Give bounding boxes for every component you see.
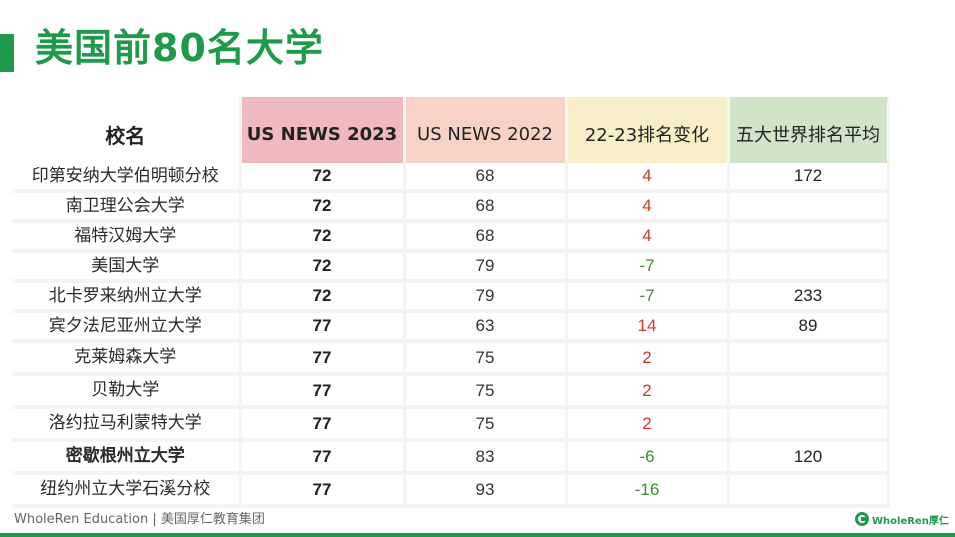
school-name-cell: 美国大学 bbox=[12, 251, 242, 283]
table-row: 密歇根州立大学 77 83 -6 120 bbox=[12, 440, 890, 475]
table-row: 宾夕法尼亚州立大学 77 63 14 89 bbox=[12, 311, 890, 343]
rank-change-cell: -7 bbox=[566, 281, 730, 313]
table-row: 福特汉姆大学 72 68 4 bbox=[12, 221, 890, 253]
world-avg-cell bbox=[728, 374, 890, 409]
table-row: 纽约州立大学石溪分校 77 93 -16 bbox=[12, 473, 890, 508]
school-name-cell: 贝勒大学 bbox=[12, 374, 242, 409]
rank-2023-cell: 72 bbox=[240, 251, 406, 283]
world-avg-cell bbox=[728, 407, 890, 442]
rank-2022-cell: 79 bbox=[404, 251, 568, 283]
table-row: 美国大学 72 79 -7 bbox=[12, 251, 890, 283]
school-name-cell: 北卡罗来纳州立大学 bbox=[12, 281, 242, 313]
logo-text: WholeRen厚仁 bbox=[872, 515, 949, 527]
school-name-cell: 纽约州立大学石溪分校 bbox=[12, 473, 242, 508]
world-avg-cell: 172 bbox=[728, 163, 890, 193]
rank-change-cell: 4 bbox=[566, 191, 730, 223]
header-us-news-2023: US NEWS 2023 bbox=[240, 97, 406, 163]
world-avg-cell bbox=[728, 221, 890, 253]
rank-change-cell: 14 bbox=[566, 311, 730, 343]
rank-change-cell: 2 bbox=[566, 407, 730, 442]
school-name-cell: 密歇根州立大学 bbox=[12, 440, 242, 475]
rank-2022-cell: 75 bbox=[404, 341, 568, 376]
rank-2022-cell: 63 bbox=[404, 311, 568, 343]
world-avg-cell bbox=[728, 341, 890, 376]
world-avg-cell: 120 bbox=[728, 440, 890, 475]
table-row: 贝勒大学 77 75 2 bbox=[12, 374, 890, 409]
world-avg-cell bbox=[728, 251, 890, 283]
rank-change-cell: 4 bbox=[566, 163, 730, 193]
school-name-cell: 南卫理公会大学 bbox=[12, 191, 242, 223]
school-name-cell: 克莱姆森大学 bbox=[12, 341, 242, 376]
rank-change-cell: -7 bbox=[566, 251, 730, 283]
rank-2023-cell: 72 bbox=[240, 221, 406, 253]
page-title: 美国前80名大学 bbox=[35, 26, 324, 70]
rank-2022-cell: 79 bbox=[404, 281, 568, 313]
header-rank-change: 22-23排名变化 bbox=[566, 97, 730, 163]
header-us-news-2022: US NEWS 2022 bbox=[404, 97, 568, 163]
rank-change-cell: -6 bbox=[566, 440, 730, 475]
rank-2022-cell: 75 bbox=[404, 374, 568, 409]
rank-2022-cell: 68 bbox=[404, 163, 568, 193]
table-row: 北卡罗来纳州立大学 72 79 -7 233 bbox=[12, 281, 890, 313]
ranking-table-container: 校名 US NEWS 2023 US NEWS 2022 22-23排名变化 五… bbox=[12, 97, 890, 508]
school-name-cell: 印第安纳大学伯明顿分校 bbox=[12, 163, 242, 193]
school-name-cell: 洛约拉马利蒙特大学 bbox=[12, 407, 242, 442]
rank-2022-cell: 68 bbox=[404, 191, 568, 223]
rank-2023-cell: 77 bbox=[240, 311, 406, 343]
rank-2023-cell: 77 bbox=[240, 341, 406, 376]
rank-2023-cell: 72 bbox=[240, 191, 406, 223]
logo-icon bbox=[855, 512, 869, 526]
rank-2023-cell: 72 bbox=[240, 281, 406, 313]
title-accent-bar bbox=[0, 34, 14, 72]
rank-2022-cell: 68 bbox=[404, 221, 568, 253]
school-name-cell: 福特汉姆大学 bbox=[12, 221, 242, 253]
rank-2023-cell: 77 bbox=[240, 473, 406, 508]
table-header-row: 校名 US NEWS 2023 US NEWS 2022 22-23排名变化 五… bbox=[12, 97, 890, 163]
rank-2023-cell: 77 bbox=[240, 374, 406, 409]
world-avg-cell bbox=[728, 191, 890, 223]
rank-change-cell: -16 bbox=[566, 473, 730, 508]
rank-2023-cell: 72 bbox=[240, 163, 406, 193]
world-avg-cell bbox=[728, 473, 890, 508]
ranking-table: 校名 US NEWS 2023 US NEWS 2022 22-23排名变化 五… bbox=[12, 97, 890, 508]
rank-change-cell: 2 bbox=[566, 374, 730, 409]
footer-text: WholeRen Education | 美国厚仁教育集团 bbox=[14, 512, 265, 527]
brand-logo: WholeRen厚仁 bbox=[855, 509, 949, 529]
rank-2023-cell: 77 bbox=[240, 407, 406, 442]
rank-2023-cell: 77 bbox=[240, 440, 406, 475]
world-avg-cell: 89 bbox=[728, 311, 890, 343]
footer-accent-line bbox=[0, 533, 955, 537]
header-world-rank-average: 五大世界排名平均 bbox=[728, 97, 890, 163]
table-row: 印第安纳大学伯明顿分校 72 68 4 172 bbox=[12, 163, 890, 193]
rank-2022-cell: 75 bbox=[404, 407, 568, 442]
table-row: 克莱姆森大学 77 75 2 bbox=[12, 341, 890, 376]
rank-change-cell: 2 bbox=[566, 341, 730, 376]
table-row: 南卫理公会大学 72 68 4 bbox=[12, 191, 890, 223]
rank-change-cell: 4 bbox=[566, 221, 730, 253]
header-school-name: 校名 bbox=[12, 97, 242, 163]
rank-2022-cell: 93 bbox=[404, 473, 568, 508]
table-row: 洛约拉马利蒙特大学 77 75 2 bbox=[12, 407, 890, 442]
school-name-cell: 宾夕法尼亚州立大学 bbox=[12, 311, 242, 343]
rank-2022-cell: 83 bbox=[404, 440, 568, 475]
world-avg-cell: 233 bbox=[728, 281, 890, 313]
